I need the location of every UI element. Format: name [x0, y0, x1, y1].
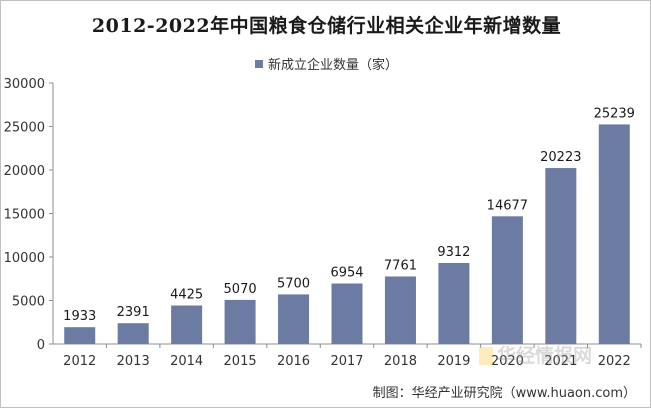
bar-value-label: 5700	[277, 276, 310, 291]
y-tick-label: 30000	[4, 77, 45, 92]
bar	[171, 305, 203, 344]
bar-value-label: 25239	[594, 106, 635, 121]
x-tick-label: 2012	[63, 354, 96, 369]
x-tick-label: 2022	[598, 354, 631, 369]
y-tick-label: 20000	[4, 164, 45, 179]
bar	[117, 323, 149, 344]
y-tick-label: 25000	[4, 121, 45, 136]
x-tick-label: 2015	[224, 354, 257, 369]
x-tick-label: 2020	[491, 354, 524, 369]
bar-value-label: 20223	[540, 150, 581, 165]
bar	[224, 299, 256, 344]
bar	[545, 168, 577, 344]
x-tick-label: 2014	[170, 354, 203, 369]
source-note: 制图：华经产业研究院（www.huaon.com）	[372, 386, 636, 401]
bar	[598, 124, 630, 344]
bar-value-label: 2391	[117, 305, 150, 320]
bar	[438, 262, 470, 344]
legend-label: 新成立企业数量（家）	[267, 58, 398, 73]
bar-value-label: 9312	[437, 245, 470, 260]
bar	[278, 294, 310, 344]
bar-value-label: 1933	[63, 309, 96, 324]
bar-value-label: 4425	[170, 288, 203, 303]
legend-swatch	[254, 60, 263, 68]
watermark-text: 华经情报网	[497, 345, 593, 367]
bar	[384, 276, 416, 344]
x-tick-label: 2016	[277, 354, 310, 369]
x-tick-label: 2013	[117, 354, 150, 369]
y-tick-label: 10000	[4, 251, 45, 266]
watermark-logo-icon	[479, 347, 493, 365]
bar	[491, 216, 523, 344]
bar	[64, 327, 96, 344]
x-tick-label: 2019	[437, 354, 470, 369]
watermark: 华经情报网	[479, 341, 639, 381]
y-tick-label: 0	[37, 338, 45, 353]
x-tick-label: 2021	[544, 354, 577, 369]
bar-value-label: 6954	[330, 266, 363, 281]
y-tick-label: 15000	[4, 208, 45, 223]
y-tick-label: 5000	[12, 295, 45, 310]
x-tick-label: 2017	[330, 354, 363, 369]
bar-value-label: 14677	[487, 198, 528, 213]
chart-legend: 新成立企业数量（家）	[1, 54, 651, 73]
bar-value-label: 5070	[224, 282, 257, 297]
chart-title: 2012-2022年中国粮食仓储行业相关企业年新增数量	[91, 15, 562, 37]
x-tick-label: 2018	[384, 354, 417, 369]
bar-value-label: 7761	[384, 258, 417, 273]
bar	[331, 283, 363, 344]
